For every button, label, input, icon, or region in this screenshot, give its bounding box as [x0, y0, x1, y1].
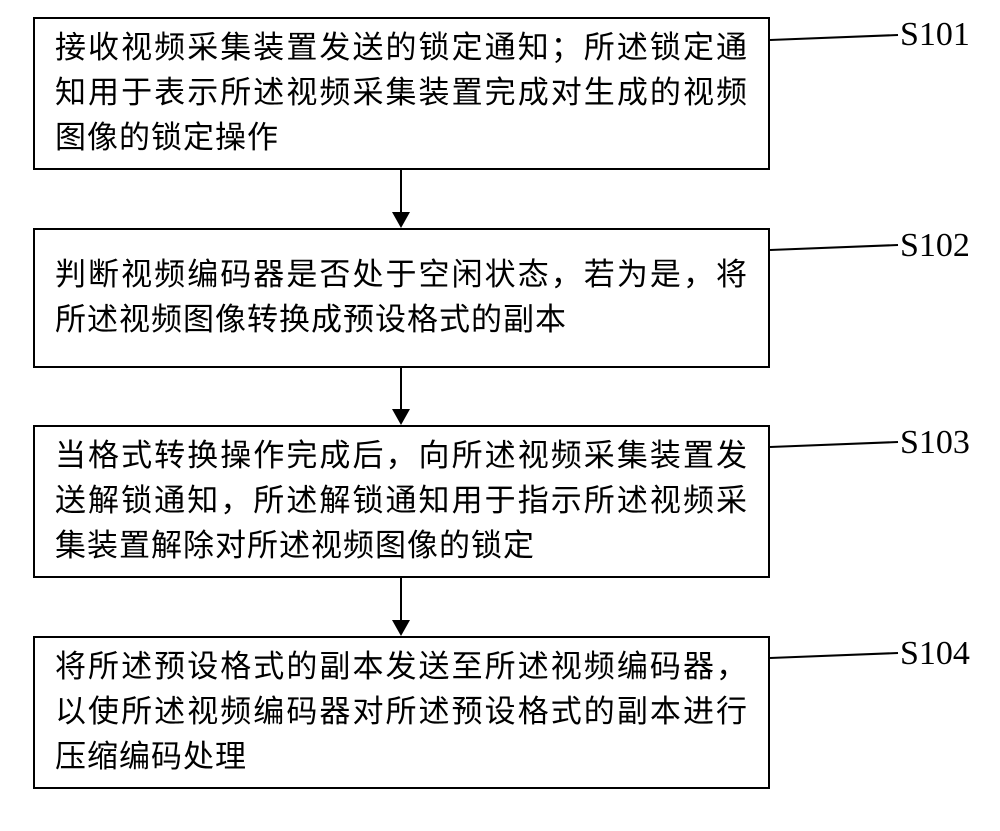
step-label-s102: S102 — [900, 227, 970, 265]
arrow-s103-s104-head — [392, 620, 410, 636]
arrow-s101-s102-line — [400, 170, 402, 212]
arrow-s102-s103-head — [392, 409, 410, 425]
flowchart-canvas: 接收视频采集装置发送的锁定通知；所述锁定通知用于表示所述视频采集装置完成对生成的… — [0, 0, 1000, 831]
step-text-s102: 判断视频编码器是否处于空闲状态，若为是，将所述视频图像转换成预设格式的副本 — [55, 253, 748, 343]
arrow-s101-s102-head — [392, 212, 410, 228]
arrow-s103-s104-line — [400, 578, 402, 620]
step-text-s104: 将所述预设格式的副本发送至所述视频编码器，以使所述视频编码器对所述预设格式的副本… — [55, 645, 748, 780]
step-text-s101: 接收视频采集装置发送的锁定通知；所述锁定通知用于表示所述视频采集装置完成对生成的… — [55, 26, 748, 161]
arrow-s102-s103-line — [400, 368, 402, 409]
step-box-s102: 判断视频编码器是否处于空闲状态，若为是，将所述视频图像转换成预设格式的副本 — [33, 228, 770, 368]
step-box-s104: 将所述预设格式的副本发送至所述视频编码器，以使所述视频编码器对所述预设格式的副本… — [33, 636, 770, 789]
step-label-s104: S104 — [900, 635, 970, 673]
step-label-s101: S101 — [900, 16, 970, 54]
step-text-s103: 当格式转换操作完成后，向所述视频采集装置发送解锁通知，所述解锁通知用于指示所述视… — [55, 434, 748, 569]
step-label-s103: S103 — [900, 424, 970, 462]
step-box-s101: 接收视频采集装置发送的锁定通知；所述锁定通知用于表示所述视频采集装置完成对生成的… — [33, 17, 770, 170]
step-box-s103: 当格式转换操作完成后，向所述视频采集装置发送解锁通知，所述解锁通知用于指示所述视… — [33, 425, 770, 578]
